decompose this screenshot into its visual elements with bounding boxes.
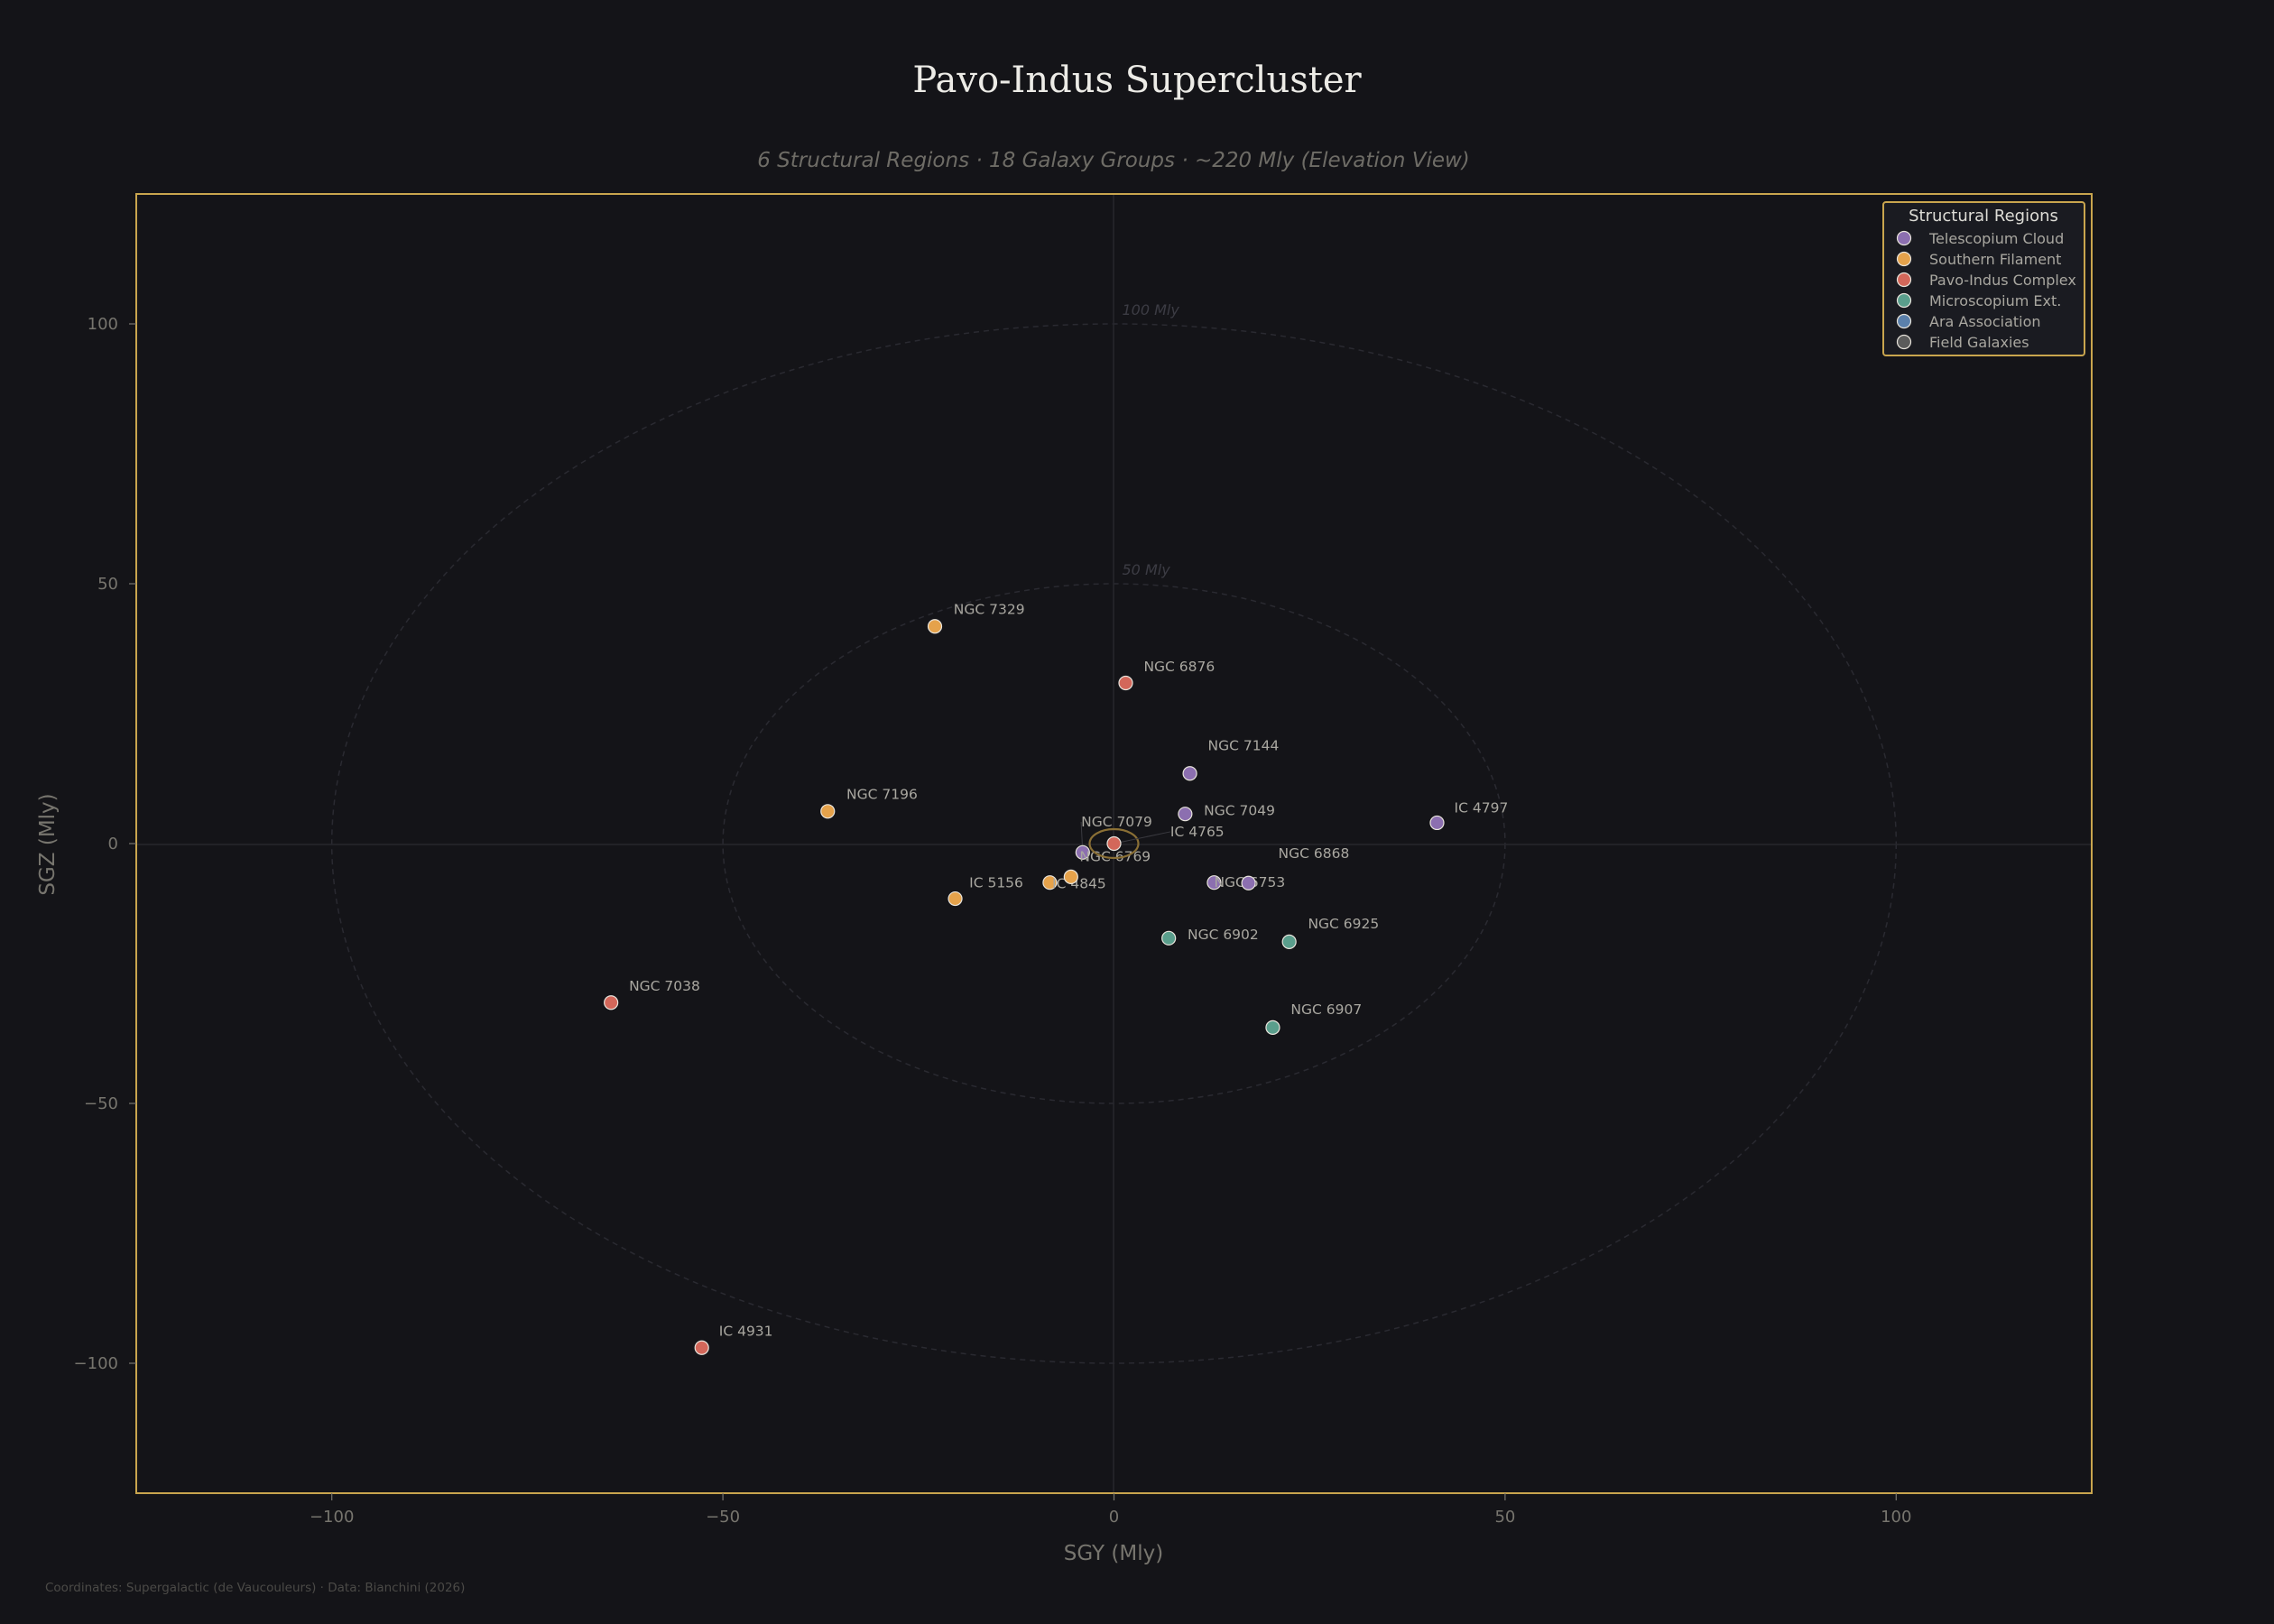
- galaxy-label: NGC 7196: [846, 786, 918, 802]
- legend-label: Ara Association: [1929, 313, 2041, 330]
- legend-marker-icon: [1896, 230, 1912, 246]
- galaxy-point[interactable]: NGC 6925: [1281, 916, 1379, 949]
- x-tick-label: 50: [1494, 1508, 1515, 1527]
- galaxy-label: NGC 7329: [954, 601, 1025, 617]
- legend-marker-icon: [1896, 334, 1912, 350]
- legend: Structural Regions Telescopium Cloud Sout…: [1882, 201, 2085, 356]
- y-tick-label: 50: [97, 575, 118, 594]
- legend-box: [1882, 201, 2085, 356]
- legend-item[interactable]: Ara Association: [1896, 313, 2041, 330]
- galaxy-point[interactable]: NGC 7038: [604, 978, 700, 1010]
- galaxy-label: IC 4931: [719, 1323, 773, 1339]
- galaxy-point[interactable]: NGC 6876: [1118, 659, 1215, 691]
- ring-label: 50 Mly: [1123, 561, 1171, 578]
- galaxy-label: IC 4765: [1170, 824, 1225, 840]
- galaxy-point[interactable]: NGC 7049: [1178, 802, 1275, 822]
- galaxy-marker[interactable]: [927, 619, 943, 634]
- galaxy-point[interactable]: NGC 6868: [1241, 845, 1350, 890]
- galaxy-label: NGC 6876: [1143, 659, 1215, 675]
- galaxy-label: IC 4797: [1455, 799, 1509, 816]
- x-tick-label: 0: [1109, 1508, 1119, 1527]
- legend-label: Field Galaxies: [1929, 334, 2029, 351]
- galaxy-point[interactable]: NGC 7196: [820, 786, 918, 819]
- legend-label: Telescopium Cloud: [1928, 230, 2064, 247]
- galaxy-point[interactable]: NGC 7079: [1075, 814, 1152, 860]
- legend-item[interactable]: Pavo-Indus Complex: [1896, 272, 2076, 289]
- galaxy-marker[interactable]: [1118, 675, 1133, 691]
- galaxy-marker[interactable]: [1042, 875, 1058, 890]
- galaxy-marker[interactable]: [694, 1340, 709, 1355]
- galaxy-marker[interactable]: [1178, 807, 1193, 822]
- galaxy-label: IC 5156: [969, 874, 1023, 890]
- galaxy-label: NGC 7144: [1208, 737, 1280, 753]
- ring-label: 100 Mly: [1123, 301, 1180, 318]
- galaxy-label: NGC 6868: [1279, 845, 1350, 862]
- legend-label: Pavo-Indus Complex: [1929, 272, 2076, 289]
- galaxy-label: NGC 7038: [629, 978, 700, 994]
- y-tick-label: −100: [74, 1354, 118, 1373]
- plot-area: 50 Mly 100 Mly NGC 7144 NGC 7049 IC 4797 NGC…: [135, 193, 2093, 1494]
- legend-items: Telescopium Cloud Southern Filament Pavo-I…: [1896, 230, 2076, 351]
- footer-note: Coordinates: Supergalactic (de Vaucouleu…: [45, 1581, 465, 1595]
- y-tick-label: −50: [84, 1094, 118, 1113]
- legend-item[interactable]: Field Galaxies: [1896, 334, 2029, 351]
- x-axis-ticks: −100 −50 0 50 100: [310, 1493, 1911, 1527]
- label-leader-line: [1114, 831, 1171, 844]
- y-tick-label: 100: [88, 315, 118, 334]
- x-tick-label: 100: [1881, 1508, 1911, 1527]
- galaxy-marker[interactable]: [1206, 875, 1222, 890]
- legend-label: Microscopium Ext.: [1929, 292, 2061, 309]
- y-tick-label: 0: [108, 835, 118, 854]
- galaxy-marker[interactable]: [820, 804, 836, 819]
- galaxy-label: NGC 6907: [1290, 1001, 1362, 1018]
- galaxy-point[interactable]: IC 4931: [694, 1323, 773, 1355]
- galaxy-marker[interactable]: [1161, 930, 1177, 946]
- galaxy-marker[interactable]: [604, 995, 619, 1010]
- galaxy-point[interactable]: IC 5156: [948, 874, 1023, 907]
- chart-subtitle: 6 Structural Regions · 18 Galaxy Groups …: [757, 149, 1470, 172]
- legend-marker-icon: [1896, 313, 1912, 329]
- galaxy-point[interactable]: IC 4797: [1429, 799, 1509, 831]
- legend-marker-icon: [1896, 272, 1912, 288]
- galaxy-label: NGC 7079: [1081, 814, 1152, 830]
- galaxy-marker[interactable]: [1063, 869, 1078, 884]
- y-axis-ticks: −100 −50 0 50 100: [74, 315, 136, 1373]
- galaxy-label: NGC 6769: [1079, 849, 1151, 865]
- legend-label: Southern Filament: [1929, 251, 2061, 268]
- galaxy-marker[interactable]: [1241, 875, 1256, 890]
- x-axis-label: SGY (Mly): [1064, 1542, 1163, 1565]
- galaxy-label: IC 4845: [1052, 876, 1106, 892]
- galaxy-marker[interactable]: [948, 890, 963, 907]
- galaxy-point[interactable]: IC 4765: [1088, 824, 1225, 860]
- galaxy-point[interactable]: NGC 6902: [1161, 927, 1259, 946]
- galaxy-marker[interactable]: [1429, 815, 1445, 831]
- legend-item[interactable]: Microscopium Ext.: [1896, 292, 2062, 309]
- galaxy-label: NGC 7049: [1204, 802, 1275, 818]
- galaxy-marker[interactable]: [1106, 835, 1122, 852]
- galaxy-marker[interactable]: [1281, 934, 1297, 949]
- legend-item[interactable]: Southern Filament: [1896, 251, 2062, 268]
- galaxy-point[interactable]: NGC 6907: [1265, 1001, 1362, 1036]
- chart-title: Pavo-Indus Supercluster: [912, 60, 1362, 101]
- legend-item[interactable]: Telescopium Cloud: [1896, 230, 2065, 247]
- legend-marker-icon: [1896, 251, 1912, 267]
- y-axis-label: SGZ (Mly): [36, 793, 60, 895]
- galaxy-point[interactable]: NGC 7329: [927, 601, 1025, 634]
- x-tick-label: −50: [706, 1508, 740, 1527]
- galaxy-point[interactable]: NGC 7144: [1182, 737, 1280, 781]
- highlight-ring: [1088, 827, 1140, 860]
- galaxy-label: NGC 6925: [1308, 916, 1379, 932]
- galaxy-marker[interactable]: [1265, 1020, 1280, 1036]
- galaxy-marker[interactable]: [1182, 766, 1197, 781]
- galaxy-marker[interactable]: [1075, 844, 1090, 860]
- x-tick-label: −100: [310, 1508, 354, 1527]
- galaxy-label: NGC 6902: [1188, 927, 1259, 943]
- legend-marker-icon: [1896, 292, 1912, 309]
- legend-title: Structural Regions: [1909, 207, 2058, 226]
